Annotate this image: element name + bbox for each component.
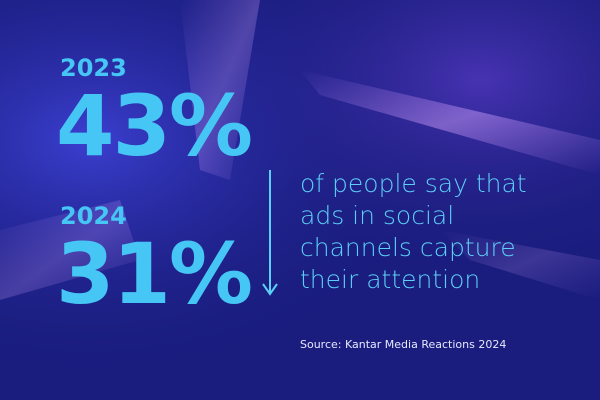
year-label: 2023 [60, 54, 127, 82]
year-label: 2024 [60, 202, 127, 230]
source: Source: Kantar Media Reactions 2024 [300, 338, 507, 351]
stat-value: 31% [56, 225, 253, 323]
stat-value: 43% [56, 77, 253, 175]
description-line: ads in social [300, 201, 455, 230]
description-line: channels capture [300, 233, 516, 262]
description-line: of people say that [300, 169, 527, 198]
description: of people say that ads in social channels … [300, 168, 527, 296]
description-line: their attention [300, 265, 481, 294]
